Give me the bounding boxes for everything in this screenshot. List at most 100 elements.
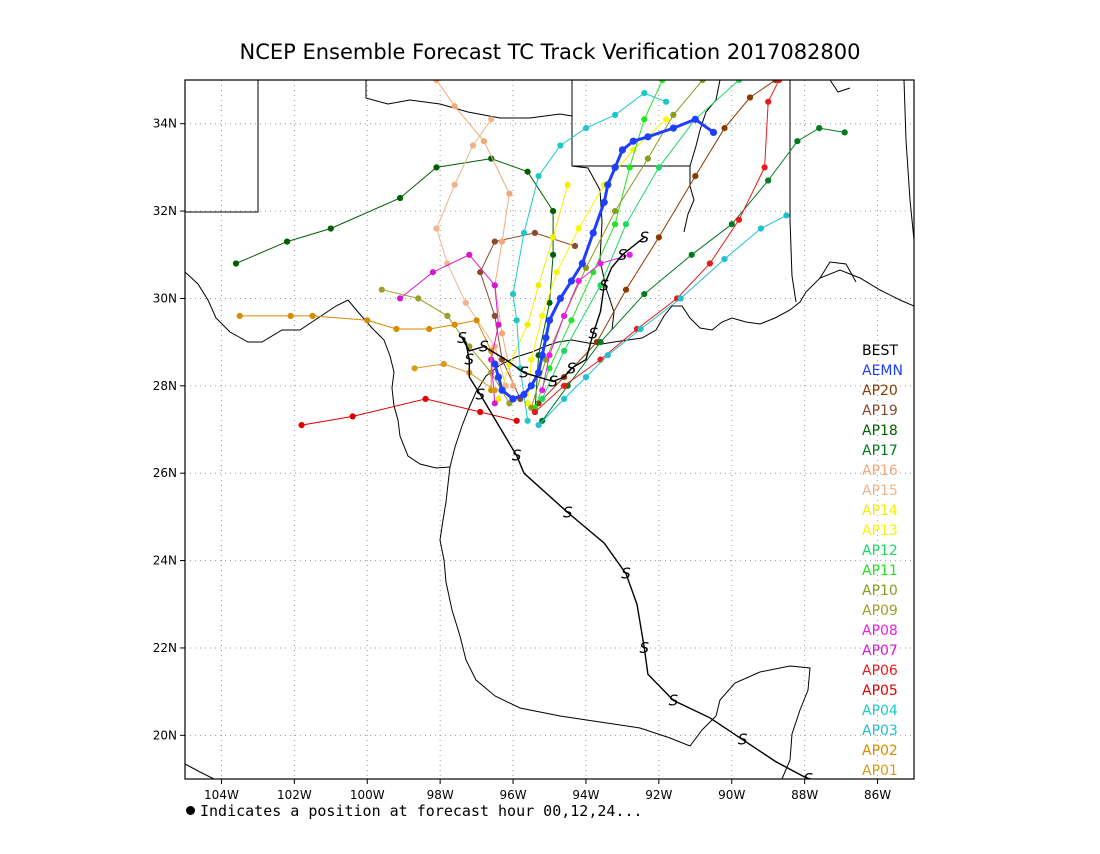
forecast-position-marker (550, 208, 557, 215)
hurricane-symbol: S (465, 351, 475, 369)
forecast-position-marker (287, 312, 294, 319)
track-ap02 (236, 312, 495, 394)
arkansas-mississippi-border (689, 80, 721, 167)
forecast-position-marker (506, 190, 513, 197)
forecast-position-marker (397, 194, 404, 202)
track-line (541, 254, 630, 391)
forecast-position-marker (542, 334, 550, 342)
lon-tick-label: 88W (791, 788, 818, 802)
forecast-position-marker (561, 347, 568, 354)
forecast-position-marker (629, 137, 637, 145)
track-ap11 (531, 80, 666, 411)
forecast-position-marker (604, 352, 611, 359)
forecast-position-marker (444, 312, 451, 319)
forecast-position-marker (561, 312, 568, 319)
lon-tick-label: 92W (645, 788, 672, 802)
legend-item-ap11: AP11 (862, 563, 898, 579)
map-frame (184, 79, 915, 780)
forecast-position-marker (309, 312, 316, 319)
forecast-position-marker (520, 229, 528, 236)
forecast-position-marker (589, 229, 597, 237)
forecast-position-marker (557, 142, 564, 149)
hurricane-symbol: S (519, 364, 529, 382)
forecast-position-marker (451, 321, 458, 328)
forecast-position-marker (692, 173, 699, 180)
forecast-position-marker (728, 221, 735, 228)
forecast-position-marker (618, 146, 627, 154)
forecast-position-marker (597, 260, 604, 267)
forecast-position-marker (626, 251, 633, 258)
forecast-position-marker (236, 312, 243, 319)
forecast-position-marker (284, 238, 291, 245)
forecast-position-marker (765, 98, 772, 105)
forecast-position-marker (524, 417, 531, 424)
track-ap01 (411, 360, 498, 394)
lat-tick-label: 20N (153, 728, 177, 742)
coastlines-and-borders (185, 80, 914, 779)
track-line (534, 80, 780, 413)
track-line (538, 80, 776, 404)
footnote: Indicates a position at forecast hour 00… (186, 802, 643, 820)
forecast-position-marker (546, 365, 553, 372)
forecast-position-marker (816, 125, 823, 132)
texas-oklahoma-border (365, 80, 573, 119)
hurricane-symbol: S (563, 504, 573, 522)
forecast-position-marker (691, 115, 699, 123)
forecast-position-marker (600, 198, 608, 206)
forecast-position-marker (364, 317, 371, 324)
forecast-position-marker (520, 390, 528, 399)
alabama-georgia-border (903, 80, 914, 241)
forecast-position-marker (539, 395, 546, 402)
forecast-position-marker (491, 400, 498, 407)
forecast-position-marker (561, 382, 568, 389)
track-ap08 (539, 251, 633, 394)
forecast-position-marker (440, 360, 447, 368)
lat-tick-label: 22N (153, 641, 177, 655)
forecast-position-marker (411, 365, 418, 372)
legend-item-ap01: AP01 (862, 763, 898, 779)
forecast-position-marker (524, 168, 531, 175)
forecast-position-marker (545, 316, 554, 324)
forecast-position-marker (499, 330, 506, 337)
lon-tick-label: 104W (204, 788, 239, 802)
legend-item-ap19: AP19 (862, 403, 898, 419)
forecast-position-marker (546, 352, 553, 359)
forecast-position-marker (699, 80, 706, 84)
track-line (461, 236, 809, 779)
forecast-position-marker (641, 291, 648, 298)
legend-item-ap03: AP03 (862, 723, 898, 739)
lon-tick-label: 94W (572, 788, 599, 802)
forecast-position-marker (550, 251, 557, 258)
track-line (527, 118, 667, 404)
forecast-position-marker (794, 138, 801, 145)
forecast-position-marker (495, 321, 502, 328)
hurricane-symbol: S (669, 691, 679, 709)
forecast-position-marker (841, 129, 848, 136)
legend-item-best: BEST (862, 343, 898, 359)
forecast-position-marker (491, 387, 498, 394)
forecast-position-marker (433, 164, 440, 171)
lat-tick-label: 26N (153, 466, 177, 480)
forecast-position-marker (637, 325, 644, 333)
forecast-position-marker (597, 282, 604, 289)
lon-tick-label: 86W (864, 788, 891, 802)
forecast-position-marker (612, 208, 619, 215)
hurricane-symbol: S (588, 324, 598, 342)
forecast-position-marker (524, 321, 531, 328)
hurricane-symbol: S (548, 372, 558, 390)
track-line (541, 127, 845, 422)
legend-item-ap06: AP06 (862, 663, 898, 679)
forecast-position-marker (393, 325, 400, 333)
forecast-position-marker (527, 382, 535, 390)
footnote-text: Indicates a position at forecast hour 00… (200, 802, 643, 820)
legend-item-ap20: AP20 (862, 383, 898, 399)
forecast-position-marker (644, 155, 652, 162)
track-ap06 (531, 80, 783, 416)
forecast-position-marker (535, 369, 543, 377)
forecast-position-marker (491, 238, 498, 245)
forecast-position-marker (477, 408, 484, 416)
forecast-position-marker (567, 277, 576, 285)
lon-tick-label: 90W (718, 788, 745, 802)
